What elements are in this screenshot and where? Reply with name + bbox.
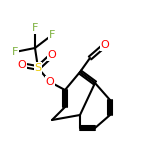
Text: S: S	[34, 63, 42, 73]
Text: O: O	[101, 40, 109, 50]
Text: O: O	[46, 77, 54, 87]
Text: F: F	[32, 23, 38, 33]
Text: F: F	[49, 30, 55, 40]
Text: O: O	[18, 60, 26, 70]
Text: F: F	[12, 47, 18, 57]
Text: O: O	[48, 50, 56, 60]
